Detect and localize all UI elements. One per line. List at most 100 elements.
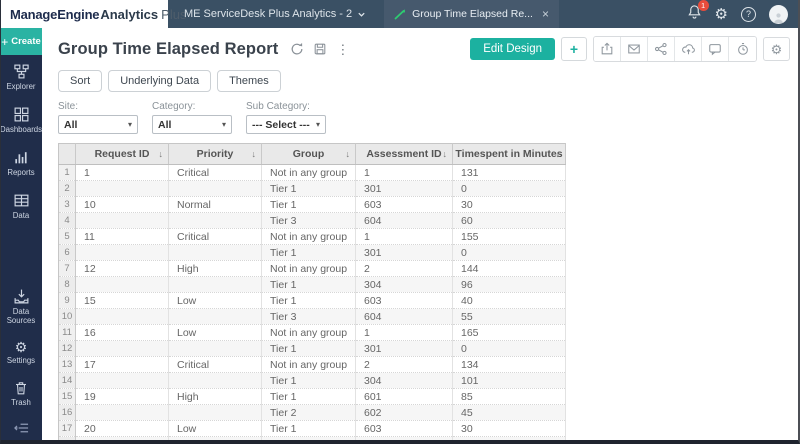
cell-request-id — [75, 340, 169, 357]
left-sidebar: + Create Explorer Dashboards Reports Dat… — [0, 28, 42, 444]
cell-group: Tier 1 — [261, 340, 356, 357]
tab-close-icon[interactable]: × — [541, 7, 549, 21]
cell-group: Tier 1 — [261, 196, 356, 213]
add-button[interactable]: + — [561, 37, 587, 61]
dropdown-value: All — [64, 118, 78, 131]
settings-gear-icon[interactable]: ⚙ — [714, 5, 728, 23]
table-row[interactable]: 9 15 Low Tier 1 603 40 — [58, 292, 566, 309]
row-number: 13 — [58, 356, 76, 373]
sidebar-item-reports[interactable]: Reports — [0, 141, 42, 184]
tab-label: Group Time Elapsed Re... — [412, 8, 533, 20]
cell-group: Not in any group — [261, 164, 356, 181]
cell-assessment-id: 604 — [355, 436, 453, 444]
notifications-bell-icon[interactable]: 1 — [687, 0, 709, 24]
sidebar-item-trash[interactable]: Trash — [0, 372, 42, 414]
cell-assessment-id: 304 — [355, 276, 453, 293]
data-icon — [14, 194, 28, 207]
cell-assessment-id: 601 — [355, 388, 453, 405]
category-dropdown[interactable]: All ▾ — [152, 115, 232, 134]
row-number: 12 — [58, 340, 76, 357]
column-header-timespent[interactable]: Timespent in Minutes ↓ — [452, 143, 566, 165]
row-number: 18 — [58, 436, 76, 444]
alert-icon[interactable] — [729, 37, 756, 61]
table-row[interactable]: 14 Tier 1 304 101 — [58, 372, 566, 389]
quick-buttons-row: Sort Underlying Data Themes — [42, 66, 800, 98]
sidebar-item-label: Settings — [6, 356, 36, 365]
data-sources-icon — [14, 289, 28, 304]
create-button[interactable]: + Create — [0, 28, 42, 55]
cell-group: Tier 1 — [261, 292, 356, 309]
table-row[interactable]: 5 11 Critical Not in any group 1 155 — [58, 228, 566, 245]
sidebar-item-settings[interactable]: ⚙ Settings — [0, 332, 42, 372]
sort-icon[interactable]: ↓ — [555, 149, 561, 159]
column-header-assessment-id[interactable]: Assessment ID ↓ — [355, 143, 453, 165]
sidebar-item-dashboards[interactable]: Dashboards — [0, 98, 42, 141]
cell-request-id: 10 — [75, 196, 169, 213]
report-table-container: Request ID ↓ Priority ↓ Group ↓ Assessment … — [42, 143, 800, 444]
cell-request-id — [75, 308, 169, 325]
publish-icon[interactable] — [675, 37, 702, 61]
sort-icon[interactable]: ↓ — [442, 149, 448, 159]
save-icon[interactable] — [313, 42, 327, 56]
collapse-sidebar-icon[interactable] — [0, 414, 42, 444]
workspace-selector[interactable]: ME ServiceDesk Plus Analytics - 2 — [168, 0, 378, 28]
topbar-spacer — [559, 0, 687, 28]
sort-icon[interactable]: ↓ — [158, 149, 164, 159]
refresh-icon[interactable] — [290, 42, 304, 56]
cell-priority: Critical — [168, 356, 262, 373]
row-number: 15 — [58, 388, 76, 405]
table-row[interactable]: 6 Tier 1 301 0 — [58, 244, 566, 261]
cell-timespent: 0 — [452, 180, 566, 197]
site-dropdown[interactable]: All ▾ — [58, 115, 138, 134]
sort-button[interactable]: Sort — [58, 70, 103, 92]
themes-button[interactable]: Themes — [217, 70, 281, 92]
cell-request-id: 15 — [75, 292, 169, 309]
table-row[interactable]: 16 Tier 2 602 45 — [58, 404, 566, 421]
sidebar-item-data[interactable]: Data — [0, 184, 42, 227]
table-row[interactable]: 17 20 Low Tier 1 603 30 — [58, 420, 566, 437]
table-row[interactable]: 3 10 Normal Tier 1 603 30 — [58, 196, 566, 213]
cell-timespent: 55 — [452, 308, 566, 325]
logo-suffix-text: Plus — [161, 6, 187, 22]
table-row[interactable]: 7 12 High Not in any group 2 144 — [58, 260, 566, 277]
cell-priority: High — [168, 388, 262, 405]
more-kebab-icon[interactable]: ⋮ — [336, 41, 350, 57]
sort-icon[interactable]: ↓ — [251, 149, 257, 159]
cell-request-id — [75, 276, 169, 293]
settings-icon[interactable]: ⚙ — [763, 37, 790, 61]
help-icon[interactable]: ? — [741, 6, 756, 22]
table-row[interactable]: 2 Tier 1 301 0 — [58, 180, 566, 197]
sub-category-dropdown[interactable]: --- Select --- ▾ — [246, 115, 326, 134]
column-header-request-id[interactable]: Request ID ↓ — [75, 143, 169, 165]
table-row[interactable]: 1 1 Critical Not in any group 1 131 — [58, 164, 566, 181]
sidebar-item-label: Explorer — [6, 82, 36, 91]
sidebar-item-explorer[interactable]: Explorer — [0, 55, 42, 98]
table-row[interactable]: 18 Tier 3 604 45 — [58, 436, 566, 444]
cell-request-id — [75, 436, 169, 444]
cell-priority — [168, 308, 262, 325]
table-row[interactable]: 11 16 Low Not in any group 1 165 — [58, 324, 566, 341]
row-number: 3 — [58, 196, 76, 213]
tab-group-time-elapsed-report[interactable]: Group Time Elapsed Re... × — [384, 0, 559, 28]
cell-request-id — [75, 404, 169, 421]
column-header-group[interactable]: Group ↓ — [261, 143, 356, 165]
page-title: Group Time Elapsed Report — [58, 39, 279, 58]
user-avatar[interactable] — [769, 4, 788, 24]
table-row[interactable]: 12 Tier 1 301 0 — [58, 340, 566, 357]
table-row[interactable]: 10 Tier 3 604 55 — [58, 308, 566, 325]
table-row[interactable]: 8 Tier 1 304 96 — [58, 276, 566, 293]
column-header-priority[interactable]: Priority ↓ — [168, 143, 262, 165]
table-row[interactable]: 13 17 Critical Not in any group 2 134 — [58, 356, 566, 373]
row-number: 11 — [58, 324, 76, 341]
sidebar-item-data-sources[interactable]: Data Sources — [0, 280, 42, 332]
sort-icon[interactable]: ↓ — [345, 149, 351, 159]
edit-design-button[interactable]: Edit Design — [470, 38, 555, 60]
email-icon[interactable] — [621, 37, 648, 61]
share-icon[interactable] — [648, 37, 675, 61]
filter-label: Category: — [152, 101, 196, 112]
table-row[interactable]: 4 Tier 3 604 60 — [58, 212, 566, 229]
table-row[interactable]: 15 19 High Tier 1 601 85 — [58, 388, 566, 405]
export-icon[interactable] — [594, 37, 621, 61]
comment-icon[interactable] — [702, 37, 729, 61]
underlying-data-button[interactable]: Underlying Data — [108, 70, 212, 92]
